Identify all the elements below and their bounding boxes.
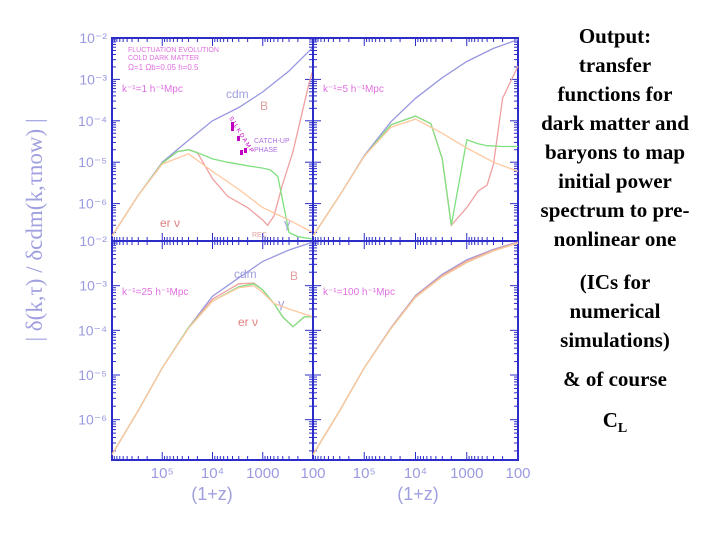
output-body: transfer functions for dark matter and b… <box>540 53 690 251</box>
x-tick-label: 10⁴ <box>201 465 224 482</box>
series-line-cdm <box>312 38 519 237</box>
series-line-photon <box>312 115 518 237</box>
y-tick-label: 10⁻⁶ <box>78 196 107 212</box>
annotations-panel-1: cdm B CATCH-UP PHASE er ν γ REC S I L K … <box>160 87 291 239</box>
series-line-neutrino <box>312 118 519 237</box>
y-tick-label: 10⁻⁶ <box>78 412 107 428</box>
parameters-label: Ω=1 Ωb=0.05 h=0.5 <box>128 63 199 72</box>
annotation-silk-damping: S I L K D A M P <box>227 116 254 154</box>
output-heading: Output: <box>578 24 652 48</box>
series-line-cdm <box>312 241 519 455</box>
transfer-function-figure: | δ(k,τ) / δcdm(k,τnow) | FLUCTUATION EV… <box>22 30 531 504</box>
annotation-rec: REC <box>252 232 267 239</box>
annotation-er-nu: er ν <box>238 315 258 329</box>
panel-title-lines: FLUCTUATION EVOLUTION COLD DARK MATTER Ω… <box>128 47 219 72</box>
y-tick-label: 10⁻³ <box>79 71 107 87</box>
fluct-evolution-label: FLUCTUATION EVOLUTION <box>128 47 219 54</box>
x-axis-label-right: (1+z) <box>397 484 439 504</box>
panel-2: k⁻¹=5 h⁻¹Mpc <box>312 37 519 242</box>
panel-frame <box>312 240 519 461</box>
stage-marker <box>237 136 240 141</box>
annotation-baryon: B <box>290 269 298 283</box>
series-line-photon <box>312 242 519 455</box>
cl-main: C <box>602 408 618 432</box>
stage-marker <box>244 148 247 153</box>
k-label: k⁻¹=5 h⁻¹Mpc <box>323 84 384 95</box>
y-tick-label: 10⁻⁵ <box>78 154 107 170</box>
x-tick-label: 1000 <box>246 465 279 482</box>
y-tick-label: 10⁻⁴ <box>78 322 107 338</box>
cold-dark-matter-label: COLD DARK MATTER <box>128 55 199 62</box>
ics-note: (ICs for numerical simulations) <box>560 270 670 352</box>
x-tick-label: 100 <box>505 465 530 482</box>
series-line-neutrino <box>111 153 314 237</box>
x-tick-label: 10⁴ <box>404 465 427 482</box>
y-axis-label: | δ(k,τ) / δcdm(k,τnow) | <box>22 118 47 341</box>
side-text-panel: Output: transfer functions for dark matt… <box>540 22 690 443</box>
x-tick-label: 10⁵ <box>151 465 174 482</box>
annotation-gamma: γ <box>278 296 285 311</box>
annotation-baryon: B <box>260 99 268 113</box>
x-axis-label-left: (1+z) <box>191 484 233 504</box>
panel-frame <box>111 240 314 461</box>
series-line-cdm <box>111 241 314 455</box>
panel-3: k⁻¹=25 h⁻¹Mpc 10⁻² 10⁻³ 10⁻⁴ 10⁻⁵ 10⁻⁶ 10⁵ 10⁴ 1… <box>78 233 326 482</box>
series-line-neutrino <box>111 285 314 455</box>
panel-4: k⁻¹=100 h⁻¹Mpc 10⁵ 10⁴ 1000 100 <box>312 240 531 482</box>
series-line-photon <box>111 149 314 240</box>
stage-marker <box>240 150 243 155</box>
stage-marker <box>231 122 234 127</box>
annotations-panel-3: cdm B γ er ν <box>234 267 298 329</box>
series-line-baryon <box>312 241 519 455</box>
k-label: k⁻¹=1 h⁻¹Mpc <box>122 84 183 95</box>
stage-marker <box>231 126 234 131</box>
cl-symbol: CL <box>540 406 690 443</box>
y-tick-label: 10⁻⁵ <box>78 367 107 383</box>
y-tick-label: 10⁻² <box>79 30 107 46</box>
y-tick-label: 10⁻⁴ <box>78 113 107 129</box>
x-tick-label: 1000 <box>450 465 483 482</box>
of-course: & of course <box>563 367 667 391</box>
k-label: k⁻¹=25 h⁻¹Mpc <box>122 287 188 298</box>
annotation-er-nu: er ν <box>160 216 180 230</box>
y-tick-label: 10⁻³ <box>79 278 107 294</box>
k-label: k⁻¹=100 h⁻¹Mpc <box>323 287 395 298</box>
panel-frame <box>312 37 519 242</box>
annotation-catch-up: CATCH-UP <box>254 138 290 145</box>
x-tick-label: 100 <box>300 465 325 482</box>
series-line-neutrino <box>312 242 519 455</box>
annotation-cdm: cdm <box>226 87 249 101</box>
cl-sub: L <box>617 421 628 437</box>
annotation-phase: PHASE <box>254 147 278 154</box>
x-tick-label: 10⁵ <box>353 465 376 482</box>
y-tick-label: 10⁻² <box>79 233 107 249</box>
